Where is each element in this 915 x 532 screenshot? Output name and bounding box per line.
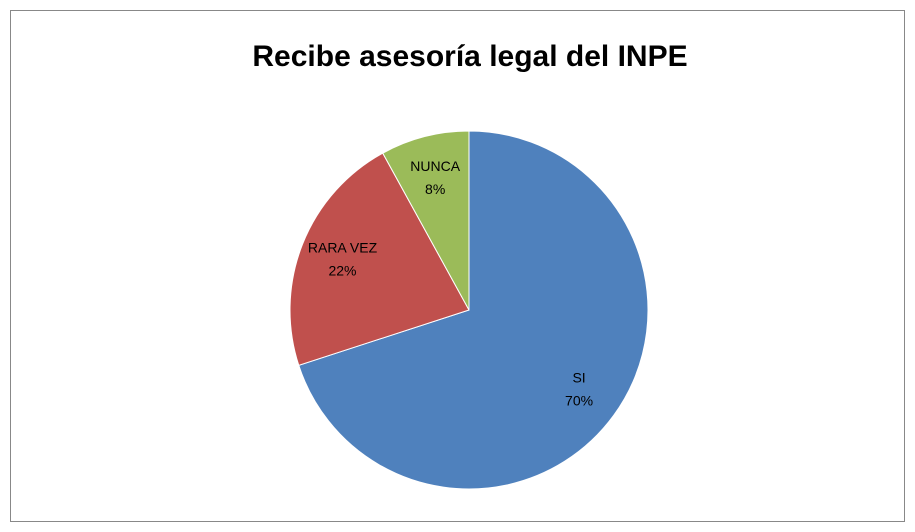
- slice-category-label: NUNCA: [410, 158, 460, 174]
- pie-slice: [382, 130, 470, 311]
- slice-category-label: RARA VEZ: [308, 240, 378, 256]
- slice-category-label: SI: [572, 370, 585, 386]
- pie-slice: [298, 130, 649, 490]
- chart-title: Recibe asesoría legal del INPE: [252, 40, 687, 73]
- slice-value-label: 8%: [425, 181, 445, 197]
- pie-slice: [289, 152, 470, 366]
- slice-value-label: 70%: [565, 393, 593, 409]
- slice-value-label: 22%: [328, 263, 356, 279]
